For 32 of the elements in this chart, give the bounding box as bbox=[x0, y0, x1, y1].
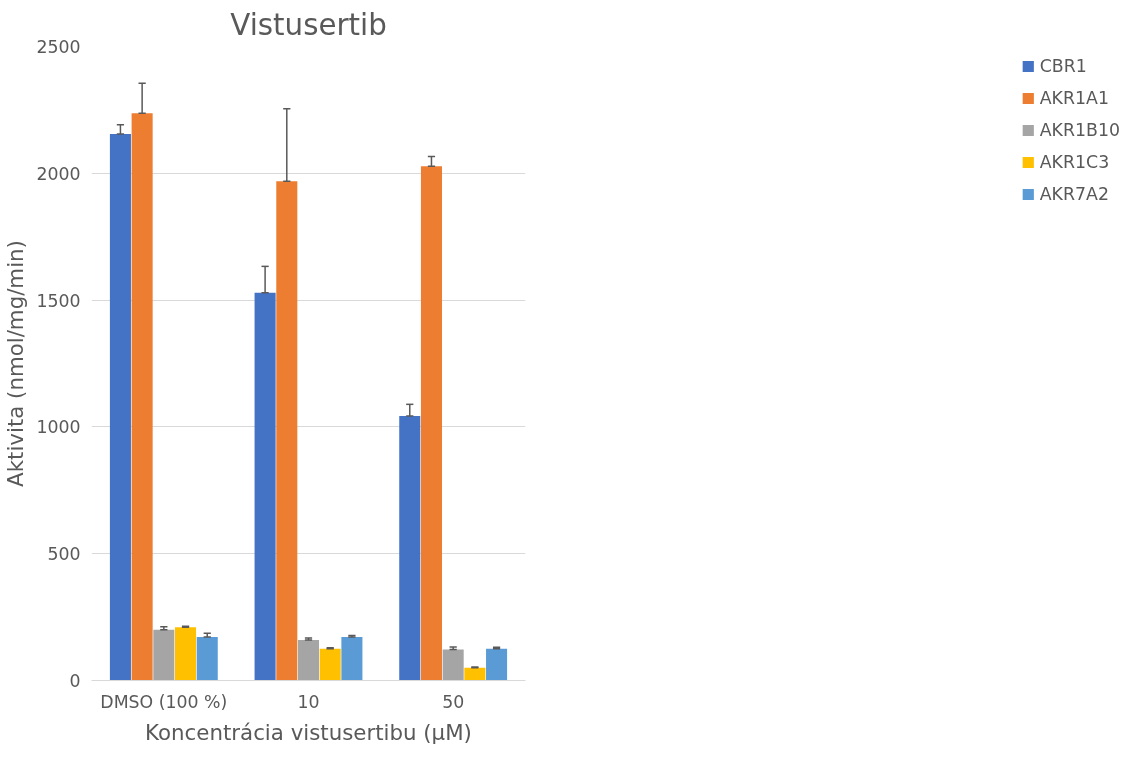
y-tick-label: 1000 bbox=[36, 417, 81, 438]
bar bbox=[109, 133, 131, 681]
x-axis-title: Koncentrácia vistusertibu (μM) bbox=[145, 719, 472, 745]
bar bbox=[175, 627, 197, 681]
bar bbox=[399, 416, 421, 681]
y-tick-label: 0 bbox=[69, 671, 81, 691]
bar bbox=[486, 648, 508, 681]
bar bbox=[420, 166, 442, 681]
x-tick-label: 10 bbox=[297, 691, 320, 712]
y-tick-label: 1500 bbox=[36, 290, 81, 311]
bar bbox=[464, 667, 486, 681]
bar bbox=[297, 639, 320, 681]
legend-label: AKR1B10 bbox=[1039, 120, 1120, 140]
bar bbox=[319, 648, 341, 681]
chart-title: Vistusertib bbox=[230, 7, 387, 42]
y-tick-label: 2500 bbox=[36, 37, 81, 57]
bar bbox=[276, 181, 298, 681]
legend-label: AKR1A1 bbox=[1039, 88, 1109, 108]
y-axis-title: Aktivita (nmol/mg/min) bbox=[3, 240, 29, 487]
x-tick-label: DMSO (100 %) bbox=[100, 691, 228, 712]
y-tick-label: 500 bbox=[47, 544, 81, 565]
bar bbox=[131, 113, 153, 681]
bar bbox=[442, 649, 464, 681]
bar bbox=[341, 636, 363, 681]
bar bbox=[196, 636, 218, 681]
legend-label: AKR7A2 bbox=[1039, 184, 1109, 204]
x-tick-label: 50 bbox=[442, 691, 465, 712]
legend-label: AKR1C3 bbox=[1039, 152, 1110, 172]
legend-label: CBR1 bbox=[1039, 56, 1087, 76]
y-tick-label: 2000 bbox=[36, 163, 81, 184]
bar bbox=[153, 629, 175, 681]
bar bbox=[254, 292, 276, 681]
